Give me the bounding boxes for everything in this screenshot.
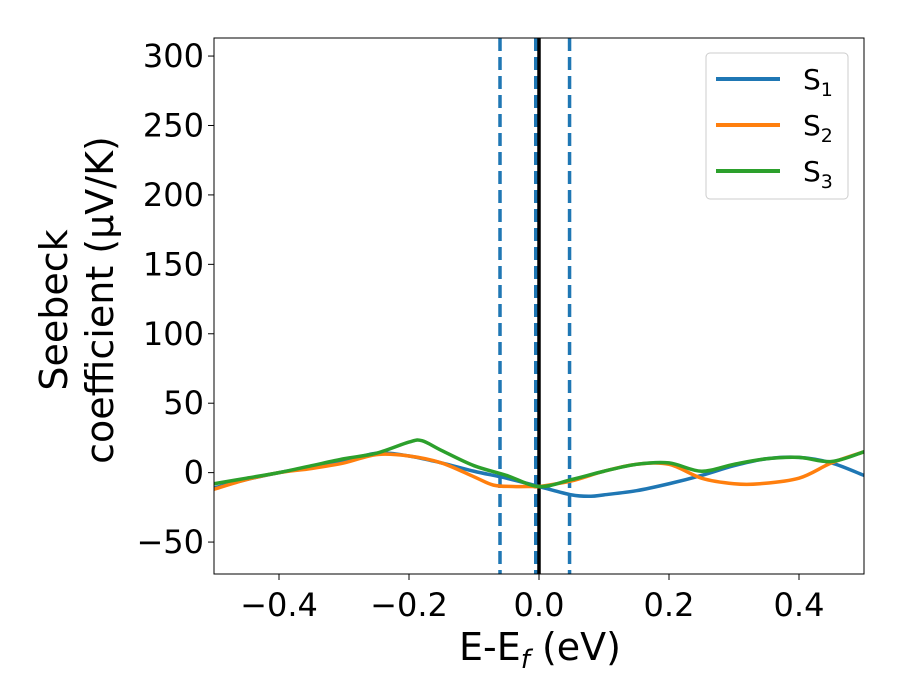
y-axis-label-line1: Seebeck: [32, 229, 76, 390]
y-tick-label: 150: [143, 245, 204, 283]
series-line-s3: [213, 438, 865, 489]
y-tick-label: 50: [163, 384, 204, 422]
legend-label-s1: S1: [803, 63, 833, 101]
legend-label-s2: S2: [803, 109, 833, 147]
y-tick-label: 0: [184, 454, 204, 492]
y-tick-label: 100: [143, 315, 204, 353]
series-lines: [213, 438, 865, 499]
legend-label-s3: S3: [803, 155, 833, 193]
x-tick-label: 0.4: [774, 586, 825, 624]
x-tick-label: −0.4: [240, 586, 318, 624]
y-tick-label: 200: [143, 176, 204, 214]
y-axis-label-line2: coefficient (μV/K): [78, 136, 122, 464]
y-tick-label: 300: [143, 37, 204, 75]
x-axis-label: E-Ef (eV): [459, 625, 621, 675]
y-tick-label: 250: [143, 106, 204, 144]
y-tick-label: −50: [136, 523, 204, 561]
x-axis-ticks: −0.4 −0.2 0.0 0.2 0.4: [240, 574, 824, 624]
legend: S1 S2 S3: [705, 52, 849, 200]
x-tick-label: 0.2: [644, 586, 695, 624]
y-axis-ticks: −50 0 50 100 150 200 250 300: [136, 37, 214, 561]
x-tick-label: −0.2: [370, 586, 448, 624]
x-tick-label: 0.0: [514, 586, 565, 624]
